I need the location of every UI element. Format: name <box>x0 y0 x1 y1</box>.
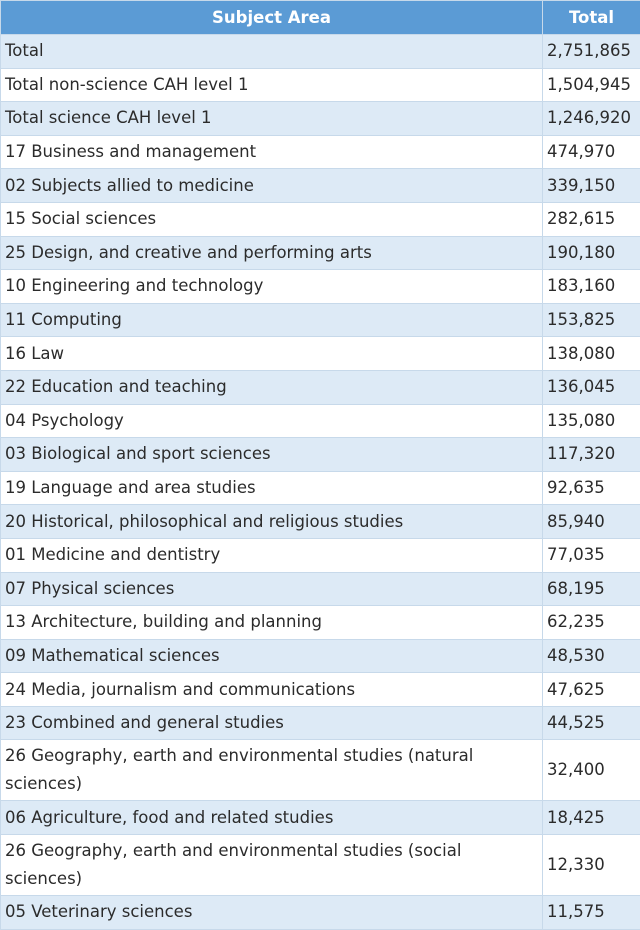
subject-cell: 20 Historical, philosophical and religio… <box>1 505 543 539</box>
total-cell: 136,045 <box>543 370 640 404</box>
total-cell: 68,195 <box>543 572 640 606</box>
total-cell: 339,150 <box>543 169 640 203</box>
subject-cell: 25 Design, and creative and performing a… <box>1 236 543 270</box>
table-row: 26 Geography, earth and environmental st… <box>1 835 640 896</box>
subject-cell: 07 Physical sciences <box>1 572 543 606</box>
total-cell: 92,635 <box>543 471 640 505</box>
total-cell: 77,035 <box>543 538 640 572</box>
subject-cell: 23 Combined and general studies <box>1 706 543 740</box>
total-cell: 1,246,920 <box>543 102 640 136</box>
subject-cell: 16 Law <box>1 337 543 371</box>
subject-cell: 15 Social sciences <box>1 202 543 236</box>
total-cell: 138,080 <box>543 337 640 371</box>
subject-cell: 19 Language and area studies <box>1 471 543 505</box>
subject-cell: 11 Computing <box>1 303 543 337</box>
subject-cell: 13 Architecture, building and planning <box>1 606 543 640</box>
subject-cell: 26 Geography, earth and environmental st… <box>1 835 543 896</box>
subject-cell: 26 Geography, earth and environmental st… <box>1 740 543 801</box>
total-cell: 47,625 <box>543 673 640 707</box>
table-header: Subject Area Total <box>1 1 640 35</box>
subject-cell: Total non-science CAH level 1 <box>1 68 543 102</box>
subject-cell: 10 Engineering and technology <box>1 270 543 304</box>
total-cell: 190,180 <box>543 236 640 270</box>
total-cell: 48,530 <box>543 639 640 673</box>
subject-cell: 02 Subjects allied to medicine <box>1 169 543 203</box>
subject-cell: 06 Agriculture, food and related studies <box>1 801 543 835</box>
subject-cell: Total science CAH level 1 <box>1 102 543 136</box>
table-row: 26 Geography, earth and environmental st… <box>1 740 640 801</box>
subject-cell: 22 Education and teaching <box>1 370 543 404</box>
subject-cell: 17 Business and management <box>1 135 543 169</box>
total-cell: 85,940 <box>543 505 640 539</box>
total-cell: 18,425 <box>543 801 640 835</box>
total-cell: 1,504,945 <box>543 68 640 102</box>
subject-cell: 24 Media, journalism and communications <box>1 673 543 707</box>
table-row: 25 Design, and creative and performing a… <box>1 236 640 270</box>
total-cell: 117,320 <box>543 438 640 472</box>
total-cell: 12,330 <box>543 835 640 896</box>
header-row: Subject Area Total <box>1 1 640 35</box>
total-cell: 11,575 <box>543 896 640 930</box>
subject-cell: 03 Biological and sport sciences <box>1 438 543 472</box>
total-cell: 153,825 <box>543 303 640 337</box>
total-cell: 474,970 <box>543 135 640 169</box>
subject-cell: 09 Mathematical sciences <box>1 639 543 673</box>
subject-cell: 04 Psychology <box>1 404 543 438</box>
total-cell: 183,160 <box>543 270 640 304</box>
subject-cell: 05 Veterinary sciences <box>1 896 543 930</box>
subject-cell: Total <box>1 35 543 69</box>
total-cell: 44,525 <box>543 706 640 740</box>
total-cell: 2,751,865 <box>543 35 640 69</box>
total-cell: 32,400 <box>543 740 640 801</box>
total-cell: 282,615 <box>543 202 640 236</box>
table-row: 20 Historical, philosophical and religio… <box>1 505 640 539</box>
header-subject-area: Subject Area <box>1 1 543 35</box>
total-cell: 62,235 <box>543 606 640 640</box>
table-row: 06 Agriculture, food and related studies… <box>1 801 640 835</box>
subject-cell: 01 Medicine and dentistry <box>1 538 543 572</box>
header-total: Total <box>543 1 640 35</box>
total-cell: 135,080 <box>543 404 640 438</box>
